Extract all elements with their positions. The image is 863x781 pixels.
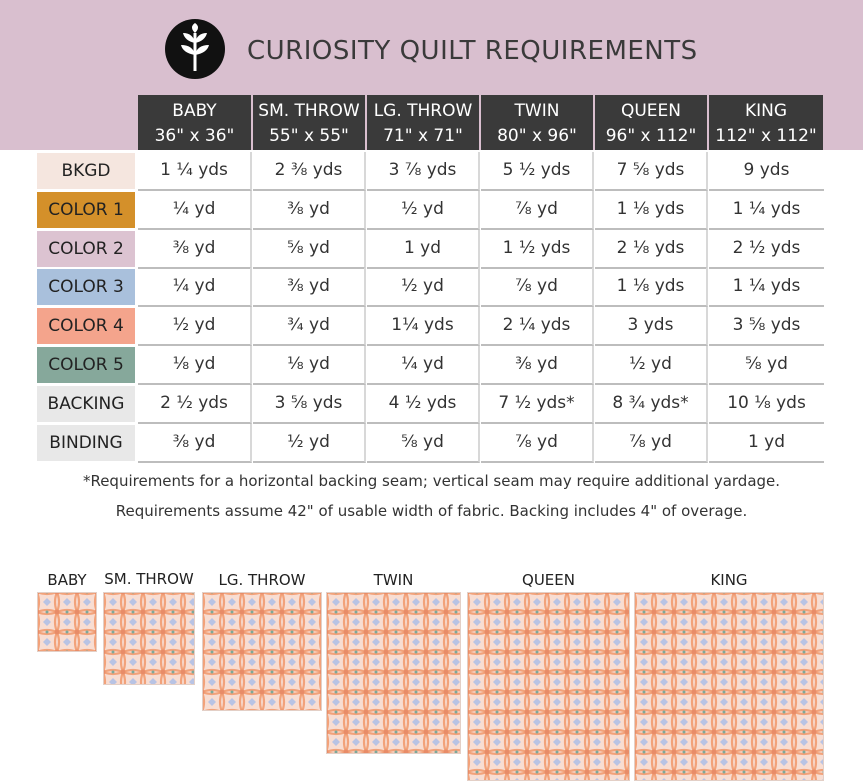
- cell: 1 ½ yds: [481, 229, 594, 269]
- row-label: COLOR 1: [37, 191, 135, 228]
- cell: ⅞ yd: [481, 190, 594, 230]
- cell: ⅜ yd: [253, 190, 366, 230]
- cell: ⅜ yd: [253, 268, 366, 308]
- cell: 1 ⅛ yds: [595, 268, 708, 308]
- cell: 7 ⅝ yds: [595, 152, 708, 191]
- cell: 2 ¼ yds: [481, 307, 594, 347]
- cell: ¼ yd: [367, 346, 480, 385]
- quilt-top: [202, 592, 322, 711]
- column-size: 71" x 71": [383, 126, 463, 146]
- footnote: Requirements assume 42" of usable width …: [115, 502, 748, 520]
- cell: 2 ⅛ yds: [595, 229, 708, 269]
- cell: ⅝ yd: [253, 229, 366, 269]
- cell: ⅜ yd: [481, 346, 594, 385]
- quilt-image: [634, 592, 824, 781]
- cell: ½ yd: [367, 268, 480, 308]
- cell: 2 ½ yds: [138, 384, 252, 424]
- column-name: TWIN: [514, 101, 560, 121]
- cell: 8 ¾ yds*: [595, 384, 708, 424]
- cell: 3 yds: [595, 307, 708, 347]
- logo: [165, 19, 225, 79]
- column-size: 112" x 112": [715, 126, 817, 146]
- cell: ½ yd: [367, 190, 480, 230]
- cell: 5 ½ yds: [481, 152, 594, 191]
- cell: 2 ⅜ yds: [253, 152, 366, 191]
- cell: 1 yd: [709, 424, 824, 463]
- cell: 1 ⅛ yds: [595, 190, 708, 230]
- quilt-image: [326, 592, 461, 754]
- row-label: COLOR 2: [37, 230, 135, 267]
- cell: ⅞ yd: [481, 268, 594, 308]
- row-label: BACKING: [37, 385, 135, 422]
- column-name: QUEEN: [620, 101, 682, 121]
- cell: 7 ½ yds*: [481, 384, 594, 424]
- cell: ⅝ yd: [367, 423, 480, 463]
- column-name: SM. THROW: [258, 101, 360, 121]
- column-header: TWIN 80" x 96": [481, 95, 593, 150]
- quilt-top: [467, 592, 630, 781]
- cell: ⅞ yd: [595, 423, 708, 463]
- cell: ½ yd: [138, 307, 252, 347]
- quilt-image: [467, 592, 630, 781]
- cell: ⅝ yd: [709, 346, 824, 385]
- cell: 1 yd: [367, 229, 480, 269]
- cell: ⅜ yd: [138, 423, 252, 463]
- column-size: 80" x 96": [497, 126, 577, 146]
- row-label: COLOR 3: [37, 269, 135, 306]
- column-name: KING: [744, 101, 788, 121]
- quilt-label: BABY: [47, 571, 87, 589]
- cell: ¾ yd: [253, 307, 366, 347]
- cell: 3 ⅞ yds: [367, 152, 480, 191]
- cell: ½ yd: [253, 423, 366, 463]
- cell: 3 ⅝ yds: [253, 384, 366, 424]
- quilt-top: [634, 592, 824, 781]
- cell: ¼ yd: [138, 190, 252, 230]
- row-label: BKGD: [37, 153, 135, 189]
- row-label: BINDING: [37, 424, 135, 461]
- column-size: 96" x 112": [605, 126, 697, 146]
- cell: ⅜ yd: [138, 229, 252, 269]
- cell: 1¼ yds: [367, 307, 480, 347]
- column-size: 55" x 55": [269, 126, 349, 146]
- column-name: LG. THROW: [373, 101, 473, 121]
- quilt-top: [326, 592, 461, 754]
- quilt-label: SM. THROW: [104, 570, 194, 588]
- cell: 1 ¼ yds: [709, 191, 824, 230]
- title: CURIOSITY QUILT REQUIREMENTS: [247, 36, 698, 66]
- cell: ½ yd: [595, 346, 708, 385]
- cell: 2 ½ yds: [709, 230, 824, 269]
- quilt-label: LG. THROW: [218, 571, 306, 589]
- column-header: KING 112" x 112": [709, 95, 823, 150]
- column-header: BABY 36" x 36": [138, 95, 251, 150]
- quilt-image: [37, 592, 97, 652]
- cell: ⅛ yd: [253, 346, 366, 385]
- quilt-label: TWIN: [373, 571, 414, 589]
- cell: 3 ⅝ yds: [709, 307, 824, 347]
- cell: 9 yds: [709, 152, 824, 191]
- cell: 4 ½ yds: [367, 384, 480, 424]
- quilt-label: KING: [710, 571, 748, 589]
- cell: ¼ yd: [138, 268, 252, 308]
- column-header: LG. THROW 71" x 71": [367, 95, 479, 150]
- cell: ⅞ yd: [481, 423, 594, 463]
- quilt-image: [202, 592, 322, 711]
- quilt-top: [37, 592, 97, 652]
- column-header: SM. THROW 55" x 55": [253, 95, 365, 150]
- column-header: QUEEN 96" x 112": [595, 95, 707, 150]
- cell: 1 ¼ yds: [709, 268, 824, 308]
- column-size: 36" x 36": [154, 126, 235, 146]
- quilt-label: QUEEN: [522, 571, 575, 589]
- row-label: COLOR 4: [37, 308, 135, 345]
- quilt-image: [103, 592, 195, 685]
- column-name: BABY: [172, 101, 217, 121]
- cell: 10 ⅛ yds: [709, 385, 824, 424]
- cell: 1 ¼ yds: [138, 152, 252, 191]
- row-label: COLOR 5: [37, 347, 135, 383]
- quilt-top: [103, 592, 195, 685]
- footnote: *Requirements for a horizontal backing s…: [82, 472, 781, 490]
- cell: ⅛ yd: [138, 346, 252, 385]
